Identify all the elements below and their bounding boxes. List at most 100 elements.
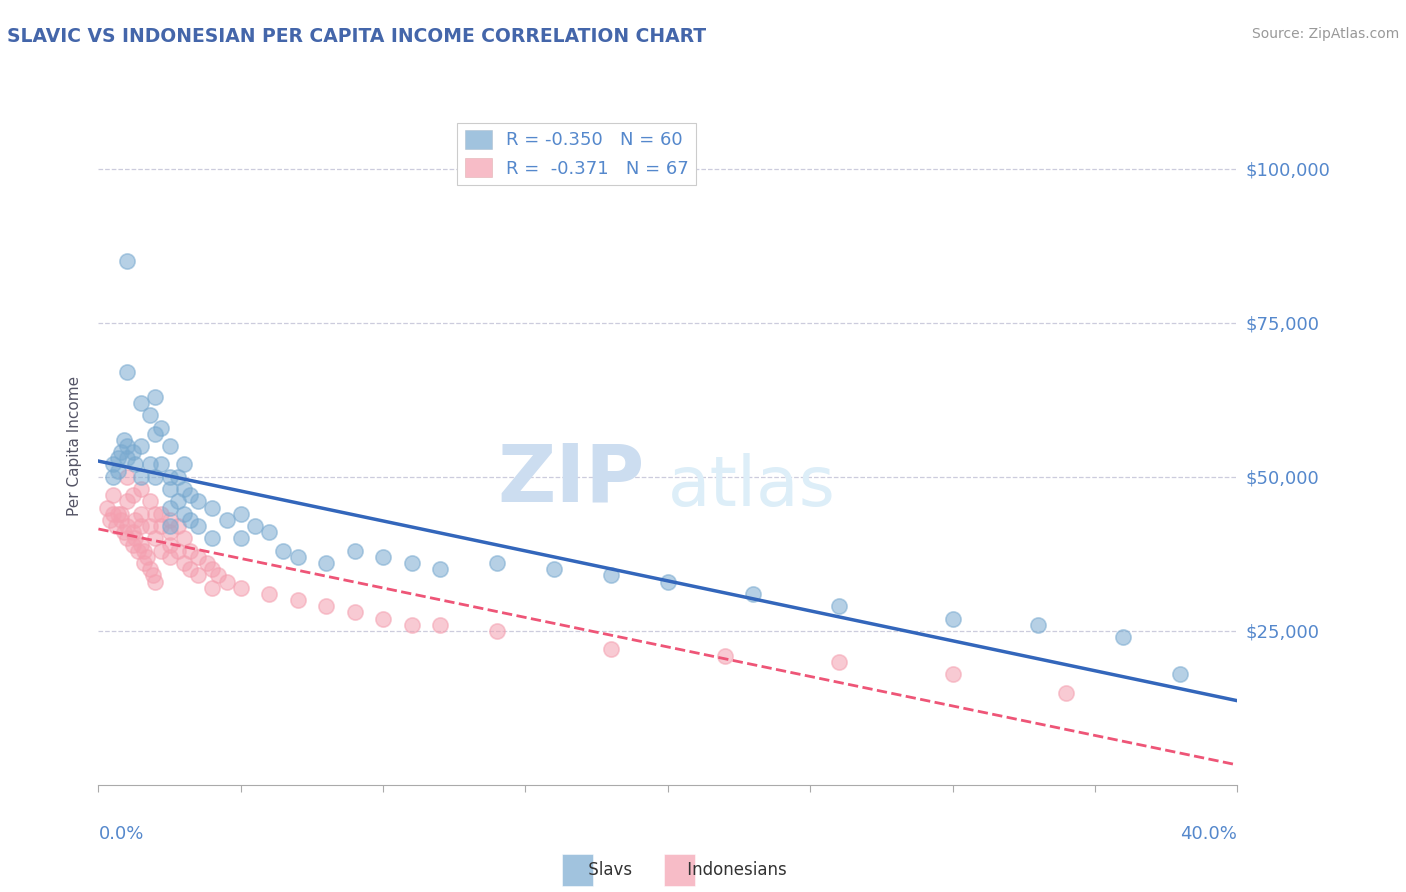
Point [315, 599, 337, 614]
Point [167, 519, 190, 533]
Point [167, 494, 190, 508]
Point [150, 519, 173, 533]
Point [145, 532, 167, 546]
Point [145, 574, 167, 589]
Point [159, 525, 181, 540]
Point [129, 482, 152, 496]
Text: atlas: atlas [668, 453, 835, 520]
Point [373, 611, 395, 625]
Point [159, 519, 181, 533]
Point [173, 507, 195, 521]
Text: 0.0%: 0.0% [98, 825, 143, 843]
Point [179, 562, 201, 576]
Point [110, 445, 132, 459]
Point [159, 482, 181, 496]
Point [179, 543, 201, 558]
Point [229, 581, 252, 595]
Point [942, 667, 965, 681]
Point [101, 470, 124, 484]
Y-axis label: Per Capita Income: Per Capita Income [66, 376, 82, 516]
Point [1056, 685, 1078, 699]
Point [107, 507, 129, 521]
Point [1170, 667, 1192, 681]
Point [138, 408, 160, 422]
Point [600, 568, 623, 582]
Point [273, 543, 295, 558]
Point [127, 543, 149, 558]
Point [159, 500, 181, 515]
Point [150, 507, 173, 521]
Point [486, 624, 509, 638]
Point [115, 254, 138, 268]
Point [112, 433, 135, 447]
Point [828, 599, 851, 614]
Point [401, 556, 423, 570]
Point [145, 507, 167, 521]
Point [167, 470, 190, 484]
Point [115, 439, 138, 453]
Point [179, 513, 201, 527]
Point [159, 470, 181, 484]
Point [429, 562, 451, 576]
Point [129, 439, 152, 453]
Point [101, 507, 124, 521]
Point [121, 538, 143, 552]
Point [187, 549, 209, 564]
Point [287, 593, 309, 607]
Point [145, 426, 167, 441]
Point [201, 500, 224, 515]
Text: Slavs: Slavs [583, 861, 633, 879]
Point [129, 519, 152, 533]
Point [179, 488, 201, 502]
Point [101, 458, 124, 472]
Text: 40.0%: 40.0% [1181, 825, 1237, 843]
Point [129, 538, 152, 552]
Point [115, 532, 138, 546]
Point [124, 458, 146, 472]
Point [132, 543, 155, 558]
Point [657, 574, 679, 589]
Point [112, 525, 135, 540]
Point [159, 538, 181, 552]
Point [187, 494, 209, 508]
Point [173, 458, 195, 472]
Point [124, 513, 146, 527]
Point [145, 470, 167, 484]
Point [115, 451, 138, 466]
Point [543, 562, 565, 576]
Point [138, 458, 160, 472]
Point [129, 396, 152, 410]
Point [167, 543, 190, 558]
Point [173, 556, 195, 570]
Point [115, 365, 138, 379]
Point [373, 549, 395, 564]
Point [150, 543, 173, 558]
Point [115, 494, 138, 508]
Text: SLAVIC VS INDONESIAN PER CAPITA INCOME CORRELATION CHART: SLAVIC VS INDONESIAN PER CAPITA INCOME C… [7, 27, 706, 45]
Point [259, 587, 281, 601]
Point [101, 488, 124, 502]
Point [429, 617, 451, 632]
Point [343, 606, 366, 620]
Point [145, 390, 167, 404]
Point [141, 568, 163, 582]
Point [150, 458, 173, 472]
Point [110, 507, 132, 521]
Point [401, 617, 423, 632]
Point [187, 519, 209, 533]
Point [600, 642, 623, 657]
Point [173, 482, 195, 496]
Point [229, 507, 252, 521]
Point [243, 519, 266, 533]
Point [107, 464, 129, 478]
Text: Indonesians: Indonesians [682, 861, 787, 879]
Point [343, 543, 366, 558]
Text: ZIP: ZIP [498, 441, 645, 519]
Point [110, 513, 132, 527]
Point [195, 556, 218, 570]
Point [486, 556, 509, 570]
Point [714, 648, 737, 663]
Point [1026, 617, 1049, 632]
Point [215, 513, 238, 527]
Point [115, 519, 138, 533]
